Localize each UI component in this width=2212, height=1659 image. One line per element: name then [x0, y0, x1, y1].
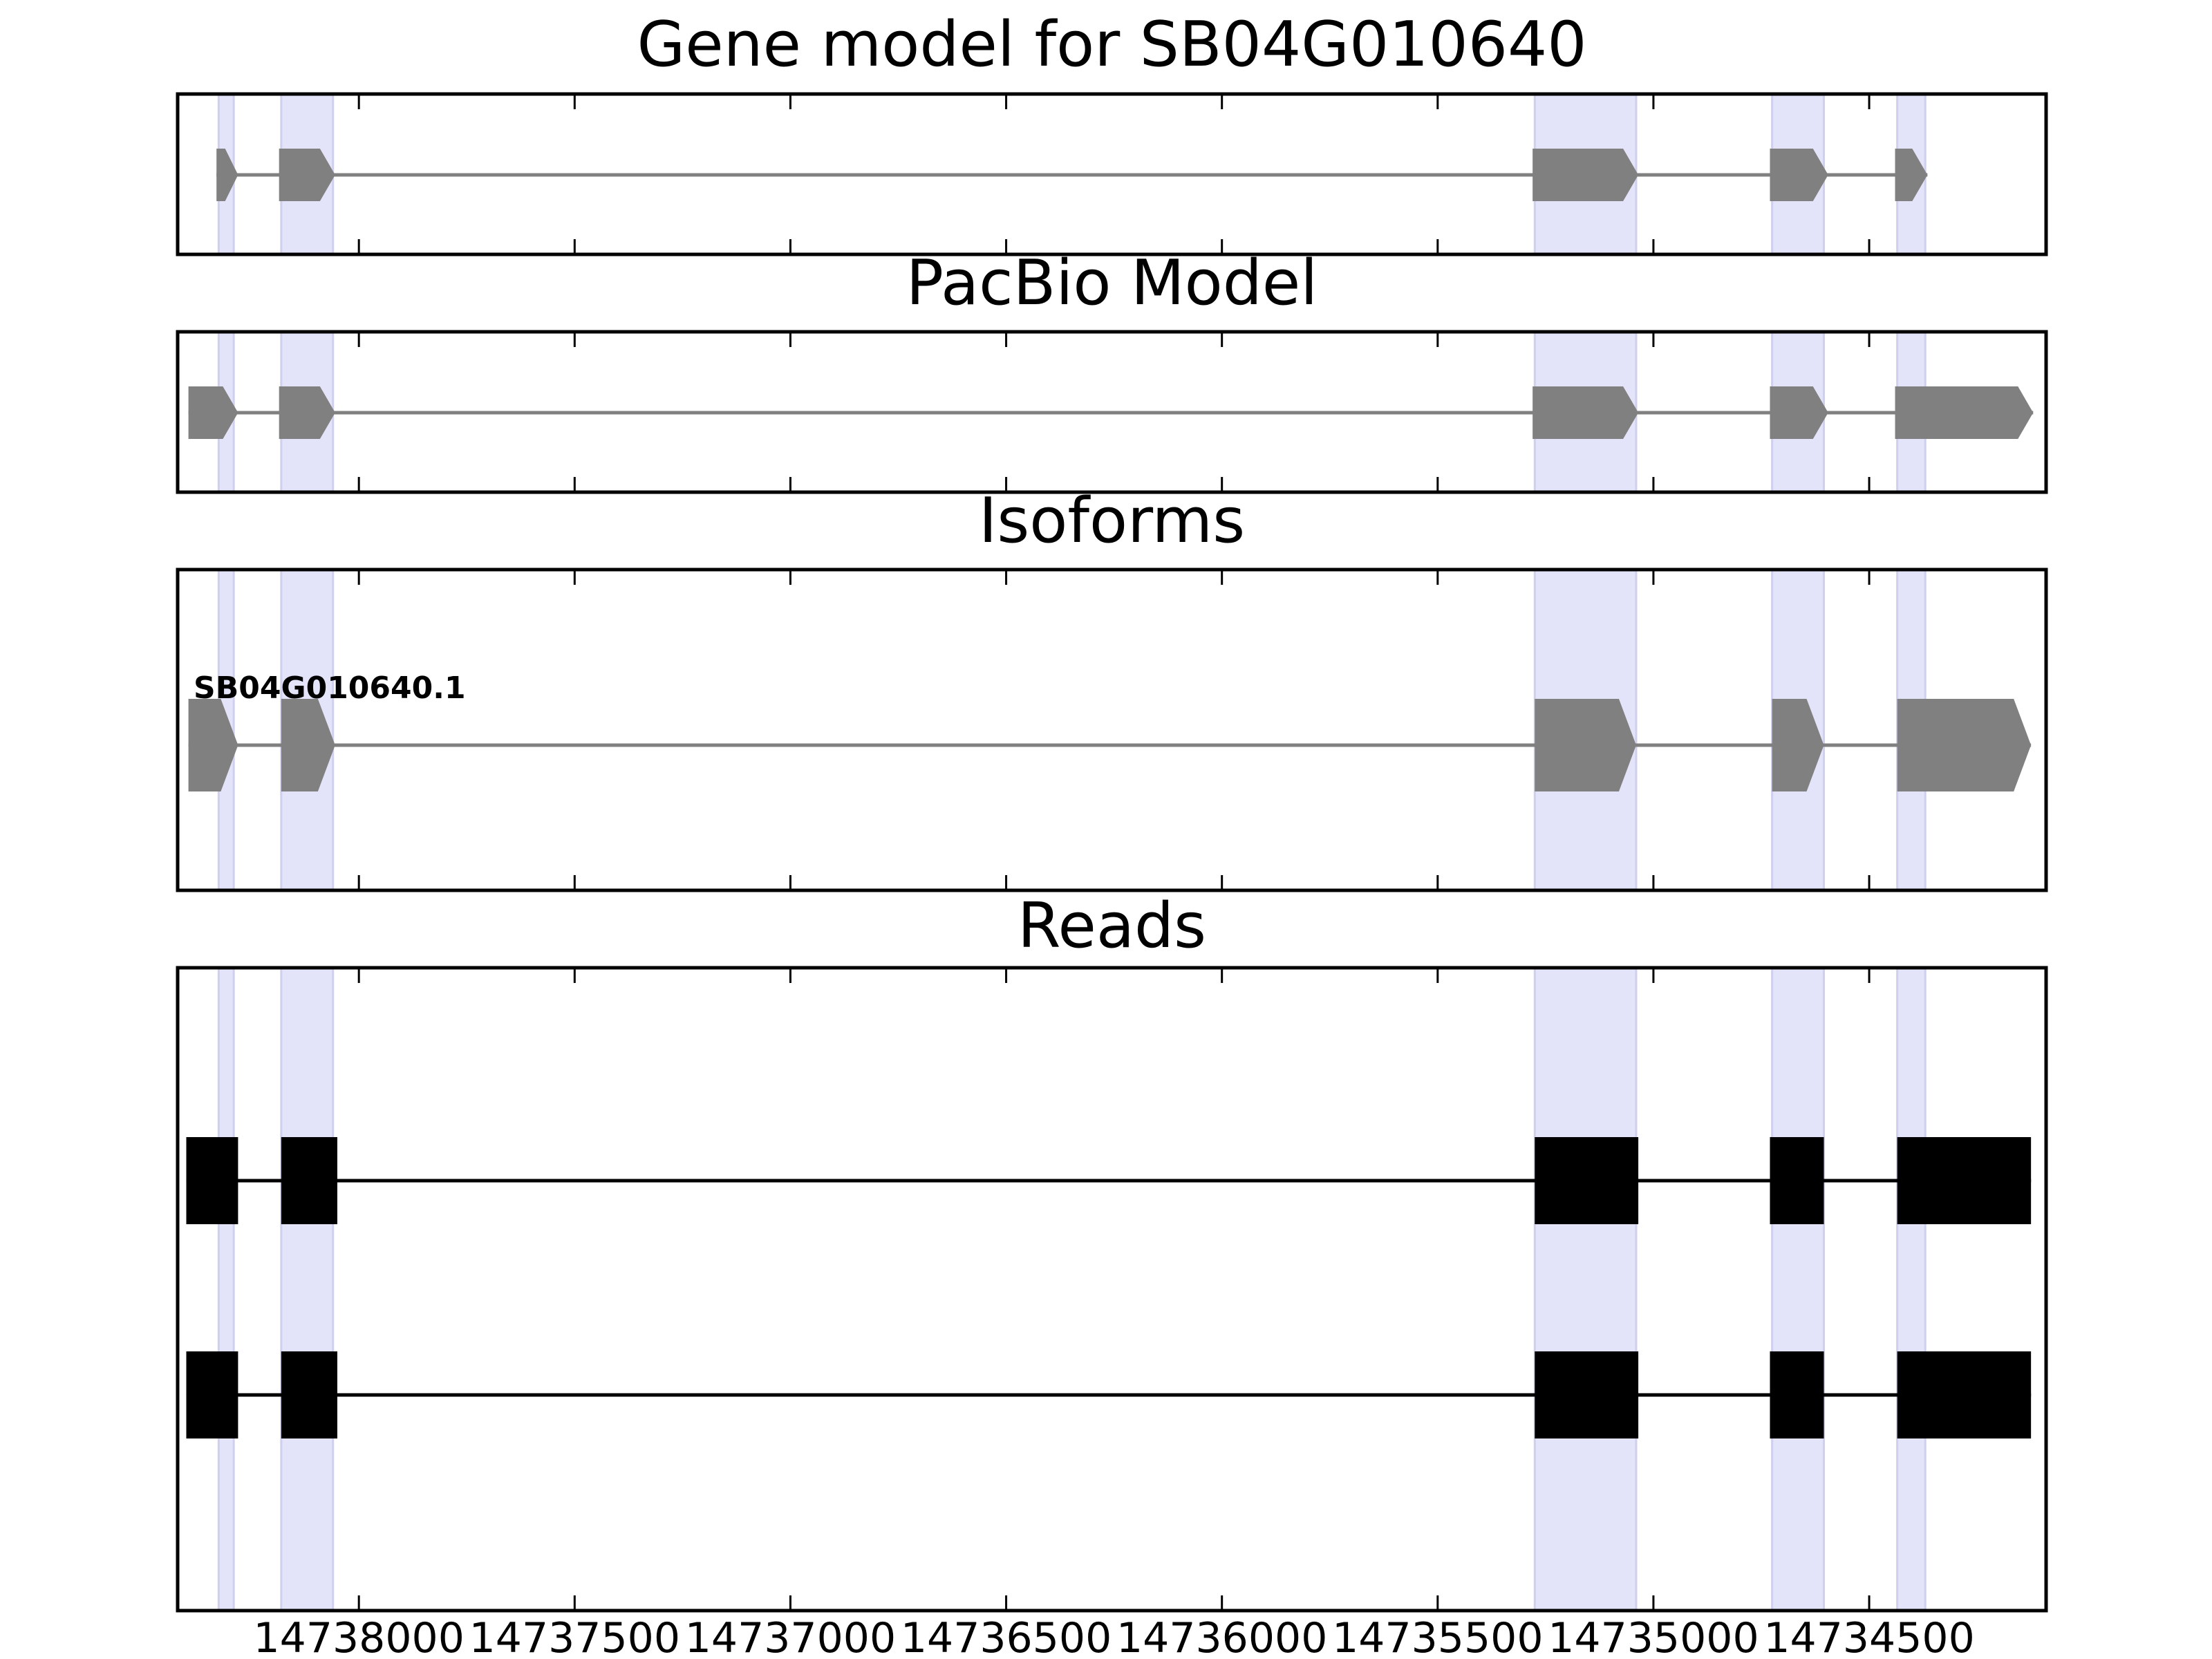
exon-arrow — [1897, 699, 2032, 791]
exon-arrow — [1895, 149, 1928, 201]
exon-block — [1770, 1137, 1824, 1224]
highlight-region — [1533, 966, 1638, 1612]
highlight-region — [1771, 966, 1826, 1612]
track: SB04G010640.1 — [188, 671, 2032, 791]
exon-arrow — [279, 149, 335, 201]
panel-title: Isoforms — [979, 485, 1245, 557]
exon-arrow — [1533, 386, 1639, 439]
highlight-region — [1896, 966, 1927, 1612]
exon-arrow — [281, 699, 335, 791]
exon-block — [1897, 1137, 2032, 1224]
exon-arrow — [188, 699, 238, 791]
x-tick-label: 14737000 — [685, 1614, 896, 1659]
isoform-label: SB04G010640.1 — [194, 671, 466, 706]
panel-3: Isoforms SB04G010640.1 — [176, 485, 2048, 892]
x-tick-label: 14736500 — [901, 1614, 1112, 1659]
panel-title: PacBio Model — [906, 247, 1318, 319]
panel-title: Reads — [1018, 890, 1206, 962]
panel-frame — [176, 966, 2048, 1613]
exon-arrow — [1533, 149, 1639, 201]
exon-block — [281, 1137, 337, 1224]
exon-block — [1770, 1351, 1824, 1438]
exon-block — [186, 1137, 238, 1224]
panel-frame — [176, 330, 2048, 494]
panel-frame — [176, 92, 2048, 256]
x-tick-label: 14736000 — [1116, 1614, 1327, 1659]
x-tick-label: 14737500 — [469, 1614, 680, 1659]
panel-2: PacBio Model — [176, 247, 2048, 494]
exon-arrow — [188, 386, 238, 439]
exon-block — [281, 1351, 337, 1438]
panel-1: Gene model for SB04G010640 — [176, 8, 2048, 256]
highlight-region — [280, 966, 335, 1612]
x-tick-label: 14735000 — [1548, 1614, 1759, 1659]
highlight-region — [217, 966, 235, 1612]
x-tick-label: 14734500 — [1763, 1614, 1974, 1659]
exon-block — [1535, 1351, 1639, 1438]
exon-arrow — [216, 149, 238, 201]
track — [216, 149, 1928, 201]
exon-arrow — [1770, 386, 1828, 439]
panel-title: Gene model for SB04G010640 — [637, 8, 1586, 81]
exon-arrow — [1535, 699, 1636, 791]
exon-arrow — [1895, 386, 2034, 439]
exon-block — [186, 1351, 238, 1438]
x-tick-label: 14738000 — [253, 1614, 464, 1659]
panel-frame — [176, 568, 2048, 892]
exon-arrow — [1770, 149, 1828, 201]
exon-block — [1535, 1137, 1639, 1224]
exon-arrow — [1772, 699, 1824, 791]
exon-block — [1897, 1351, 2032, 1438]
track — [186, 1137, 2032, 1224]
exon-arrow — [279, 386, 335, 439]
track — [188, 386, 2034, 439]
x-tick-label: 14735500 — [1332, 1614, 1543, 1659]
track — [186, 1351, 2032, 1438]
